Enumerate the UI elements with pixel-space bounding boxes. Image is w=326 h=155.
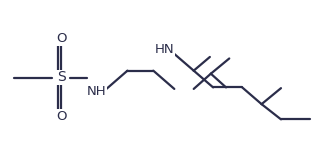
Text: S: S (57, 71, 66, 84)
Text: HN: HN (155, 43, 174, 56)
Text: O: O (56, 110, 67, 123)
Text: NH: NH (87, 85, 106, 98)
Text: O: O (56, 32, 67, 45)
